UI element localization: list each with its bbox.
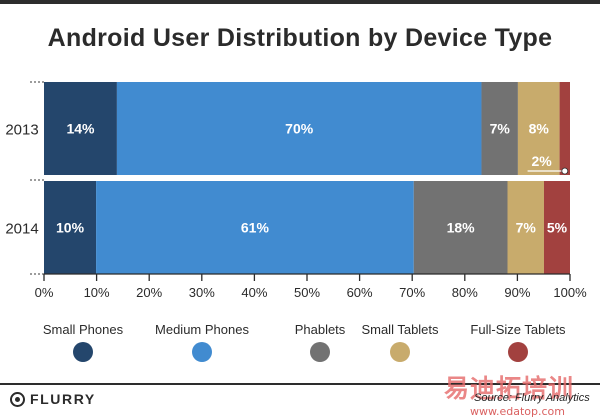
watermark-text: 易迪拓培训 xyxy=(444,374,575,403)
x-tick-label-8: 80% xyxy=(452,285,478,300)
bar-2014-medium-phones xyxy=(96,181,414,274)
stacked-bar-chart: 2013 14% 70% 7% 8% 2% 2014 10% 61% 18% 7% 5% 0% 10% 20… xyxy=(5,81,587,362)
callout-dot-2013-full-size-tablets xyxy=(561,167,569,175)
x-tick-label-7: 70% xyxy=(399,285,425,300)
x-tick-label-10: 100% xyxy=(553,285,587,300)
callout-label-2013-full-size-tablets: 2% xyxy=(531,153,552,169)
legend-swatch-medium-phones xyxy=(192,342,212,362)
value-label-2014-phablets: 18% xyxy=(447,220,476,236)
bar-2013-phablets xyxy=(481,82,518,175)
footer-rule xyxy=(0,383,600,385)
legend-swatch-small-phones xyxy=(73,342,93,362)
x-tick-label-3: 30% xyxy=(189,285,215,300)
top-rule xyxy=(0,0,600,4)
brand-name: FLURRY xyxy=(30,391,96,407)
x-tick-label-4: 40% xyxy=(241,285,267,300)
legend-label-full-size-tablets: Full-Size Tablets xyxy=(470,322,566,337)
x-tick-label-6: 60% xyxy=(347,285,373,300)
value-label-2013-small-tablets: 8% xyxy=(529,121,550,137)
x-tick-label-2: 20% xyxy=(136,285,162,300)
category-label-2014: 2014 xyxy=(5,221,38,238)
bar-2014-full-size-tablets xyxy=(543,181,570,274)
value-label-2014-full-size-tablets: 5% xyxy=(547,220,568,236)
x-tick-label-5: 50% xyxy=(294,285,320,300)
legend-label-small-tablets: Small Tablets xyxy=(361,322,439,337)
bar-2014-small-phones xyxy=(44,181,97,274)
bar-2014-phablets xyxy=(413,181,508,274)
flurry-logo-icon xyxy=(10,391,25,407)
value-label-2014-small-phones: 10% xyxy=(56,220,85,236)
x-tick-label-9: 90% xyxy=(504,285,530,300)
legend-swatch-full-size-tablets xyxy=(508,342,528,362)
watermark-site: www.edatop.com xyxy=(470,405,565,418)
legend-label-phablets: Phablets xyxy=(295,322,346,337)
value-label-2013-phablets: 7% xyxy=(490,121,511,137)
bar-2013-medium-phones xyxy=(116,82,482,175)
chart-title: Android User Distribution by Device Type xyxy=(47,24,553,52)
value-label-2014-small-tablets: 7% xyxy=(516,220,537,236)
source-credit: Source: Flurry Analytics xyxy=(474,392,590,404)
value-label-2013-medium-phones: 70% xyxy=(285,121,314,137)
x-tick-label-0: 0% xyxy=(35,285,54,300)
bar-2013-small-tablets xyxy=(517,82,560,175)
value-label-2014-medium-phones: 61% xyxy=(241,220,270,236)
legend-swatch-phablets xyxy=(310,342,330,362)
bar-2014-small-tablets xyxy=(507,181,544,274)
flurry-logo: FLURRY xyxy=(10,391,96,407)
value-label-2013-small-phones: 14% xyxy=(66,121,95,137)
legend-label-small-phones: Small Phones xyxy=(43,322,124,337)
bar-2013-full-size-tablets xyxy=(559,82,570,175)
category-label-2013: 2013 xyxy=(5,122,38,139)
legend-swatch-small-tablets xyxy=(390,342,410,362)
bar-2013-small-phones xyxy=(44,82,117,175)
legend-label-medium-phones: Medium Phones xyxy=(155,322,249,337)
x-tick-label-1: 10% xyxy=(84,285,110,300)
